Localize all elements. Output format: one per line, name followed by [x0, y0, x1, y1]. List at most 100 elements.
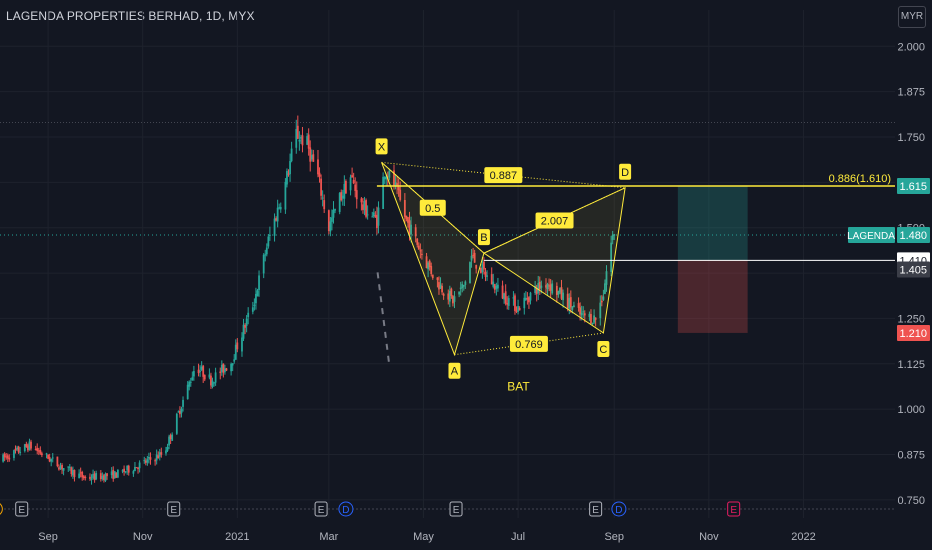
pattern-point-label: X: [378, 141, 386, 153]
candle-body: [419, 250, 422, 252]
candle-body: [450, 288, 453, 296]
candle-body: [113, 471, 116, 479]
candle-body: [416, 238, 419, 245]
price-scale-badge[interactable]: [897, 177, 930, 194]
candle-body: [56, 456, 59, 467]
candle-body: [146, 459, 149, 463]
candle-body: [251, 307, 254, 312]
earnings-event-icon[interactable]: [449, 501, 463, 517]
candle-body: [225, 368, 228, 371]
price-scale-badge[interactable]: [897, 261, 930, 278]
candle-body: [486, 275, 488, 277]
candle-body: [234, 344, 237, 360]
candle-body: [321, 197, 324, 199]
candle-body: [425, 256, 428, 269]
candle-body: [296, 125, 299, 139]
earnings-event-icon[interactable]: [15, 501, 29, 517]
candle-body: [407, 217, 409, 223]
candle-body: [14, 448, 17, 451]
candle-body: [149, 457, 152, 460]
candle-body: [126, 465, 129, 471]
candle-body: [82, 476, 85, 479]
candle-body: [36, 447, 39, 452]
earnings-event-icon[interactable]: [589, 501, 603, 517]
pattern-point-badge-b[interactable]: [477, 229, 490, 246]
pattern-point-badge-x[interactable]: [375, 138, 388, 155]
event-letter: E: [18, 505, 25, 516]
candle-body: [264, 254, 267, 256]
candle-body: [529, 292, 532, 301]
pattern-ratio-badge: [509, 335, 548, 352]
pattern-point-badge-d[interactable]: [619, 163, 632, 180]
candle-body: [61, 464, 63, 470]
candle-body: [245, 318, 248, 326]
earnings-event-icon[interactable]: [167, 501, 181, 517]
candle-body: [123, 468, 125, 472]
pattern-point-label: D: [621, 167, 629, 179]
split-event-icon[interactable]: [0, 502, 3, 516]
candle-body: [604, 283, 606, 294]
candle-body: [84, 476, 87, 478]
candle-body: [341, 195, 344, 199]
dividend-event-icon[interactable]: [338, 501, 354, 517]
candle-body: [208, 374, 211, 378]
candle-body: [538, 281, 541, 290]
candle-body: [573, 305, 575, 308]
y-tick-label: 0.875: [897, 450, 925, 462]
candle-body: [27, 445, 29, 451]
candle-body: [171, 434, 174, 441]
candle-body: [428, 260, 431, 268]
x-tick-label: Sep: [38, 531, 58, 543]
candle-body: [236, 342, 239, 350]
candle-body: [28, 441, 31, 450]
candle-body: [560, 287, 563, 299]
candle-body: [459, 287, 462, 290]
candle-body: [338, 193, 341, 212]
candle-body: [385, 176, 388, 180]
candle-body: [394, 182, 397, 186]
pattern-point-badge-c[interactable]: [597, 340, 610, 357]
candle-body: [19, 451, 22, 453]
price-scale-badge[interactable]: [897, 226, 930, 243]
price-scale-label: 1.210: [899, 328, 927, 340]
x-tick-label: 2021: [225, 531, 249, 543]
candle-body: [5, 456, 8, 458]
position-target-zone[interactable]: [677, 185, 748, 261]
price-scale-badge[interactable]: [897, 324, 930, 341]
candle-body: [481, 264, 484, 273]
candle-body: [490, 274, 493, 285]
currency-button[interactable]: MYR: [898, 6, 926, 28]
pattern-point-badge-a[interactable]: [448, 362, 461, 379]
candle-body: [414, 227, 417, 237]
candle-body: [247, 312, 250, 318]
candle-body: [224, 368, 226, 373]
candle-body: [70, 467, 73, 474]
position-stop-zone[interactable]: [677, 260, 748, 333]
candle-body: [382, 176, 385, 209]
candle-body: [278, 207, 281, 209]
earnings-event-icon[interactable]: [314, 501, 328, 517]
dividend-event-icon[interactable]: [611, 501, 627, 517]
candle-body: [268, 234, 271, 236]
candle-body: [307, 134, 310, 149]
candle-body: [495, 285, 498, 289]
candle-body: [67, 466, 70, 468]
candle-body: [360, 198, 363, 203]
candle-body: [298, 140, 301, 142]
candle-body: [143, 460, 146, 462]
candle-body: [580, 312, 583, 316]
candle-body: [591, 322, 594, 324]
candle-body: [503, 293, 506, 300]
pattern-triangle-xab[interactable]: [381, 162, 485, 357]
candle-body: [365, 200, 367, 217]
candle-body: [473, 252, 476, 263]
candle-body: [562, 292, 564, 301]
candle-body: [158, 452, 161, 457]
candle-body: [135, 467, 138, 469]
candle-body: [8, 457, 11, 460]
candle-body: [189, 381, 192, 383]
candle-body: [442, 293, 445, 296]
earnings-event-icon[interactable]: [727, 501, 741, 517]
candle-body: [610, 242, 613, 272]
